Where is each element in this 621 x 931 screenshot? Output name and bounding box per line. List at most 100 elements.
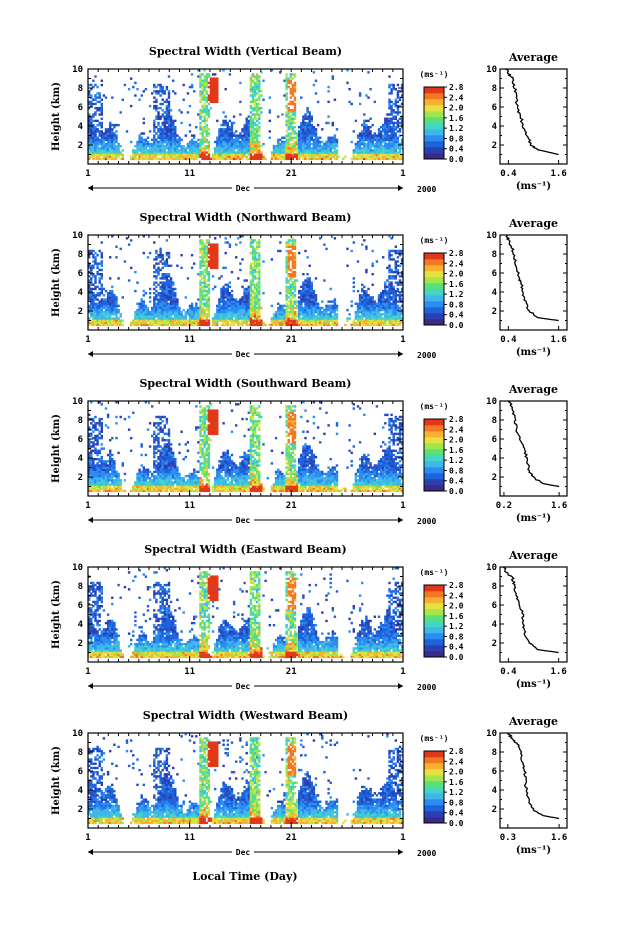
heatmap-cell	[256, 138, 259, 142]
heatmap-cell	[367, 315, 370, 318]
heatmap-cell	[148, 130, 152, 133]
heatmap-cell	[390, 136, 393, 139]
heatmap-cell	[153, 311, 156, 314]
heatmap-cell	[260, 155, 263, 158]
heatmap-cell	[94, 251, 97, 255]
heatmap-cell	[230, 121, 234, 125]
heatmap-cell	[205, 126, 208, 129]
heatmap-cell	[90, 96, 93, 99]
heatmap-cell	[287, 266, 290, 270]
heatmap-cell	[245, 279, 248, 282]
heatmap-cell	[165, 98, 169, 101]
heatmap-cell	[90, 283, 93, 286]
heatmap-cell	[182, 151, 185, 154]
heatmap-cell	[371, 300, 374, 303]
heatmap-cell	[176, 264, 179, 267]
heatmap-cell	[283, 145, 286, 148]
heatmap-cell	[228, 119, 232, 123]
heatmap-cell	[144, 145, 148, 148]
heatmap-cell	[241, 298, 244, 301]
heatmap-cell	[155, 104, 158, 108]
heatmap-cell	[243, 128, 246, 131]
heatmap-cell	[289, 119, 292, 123]
heatmap-cell	[245, 323, 248, 327]
heatmap-cell	[352, 241, 355, 244]
heatmap-cell	[358, 140, 362, 144]
heatmap-cell	[205, 132, 208, 135]
heatmap-cell	[327, 319, 330, 322]
heatmap-cell	[333, 157, 337, 161]
heatmap-cell	[88, 130, 91, 133]
heatmap-cell	[365, 300, 368, 303]
heatmap-cell	[106, 321, 110, 324]
heatmap-cell	[312, 147, 316, 150]
heatmap-cell	[243, 313, 246, 316]
heatmap-cell	[369, 315, 372, 318]
heatmap-cell	[314, 140, 318, 144]
heatmap-cell	[197, 151, 200, 154]
heatmap-cell	[102, 300, 106, 303]
heatmap-cell	[256, 81, 259, 85]
heatmap-cell	[253, 104, 257, 108]
heatmap-cell	[308, 277, 311, 280]
heatmap-cell	[203, 283, 206, 286]
heatmap-cell	[220, 313, 223, 316]
heatmap-cell	[300, 304, 303, 308]
heatmap-cell	[111, 321, 114, 324]
heatmap-cell	[92, 273, 95, 276]
heatmap-cell	[289, 88, 292, 91]
heatmap-cell	[155, 153, 158, 156]
heatmap-cell	[207, 275, 211, 278]
heatmap-cell	[220, 151, 223, 154]
heatmap-cell	[98, 140, 101, 144]
heatmap-cell	[197, 153, 200, 156]
heatmap-cell	[159, 107, 162, 110]
heatmap-cell	[371, 136, 374, 139]
heatmap-cell	[289, 292, 292, 295]
heatmap-cell	[396, 251, 400, 255]
heatmap-cell	[356, 153, 360, 156]
heatmap-cell	[398, 298, 402, 301]
heatmap-cell	[325, 247, 328, 251]
heatmap-cell	[205, 319, 208, 322]
heatmap-cell	[392, 319, 395, 322]
heatmap-cell	[155, 270, 158, 274]
heatmap-cell	[369, 136, 372, 139]
heatmap-cell	[363, 311, 366, 314]
heatmap-cell	[323, 321, 326, 324]
heatmap-cell	[199, 138, 202, 142]
heatmap-cell	[390, 237, 393, 240]
heatmap-cell	[226, 130, 229, 133]
heatmap-cell	[165, 126, 169, 129]
heatmap-cell	[138, 136, 141, 139]
heatmap-cell	[226, 155, 229, 158]
heatmap-cell	[172, 90, 175, 93]
heatmap-cell	[329, 311, 332, 314]
heatmap-cell	[285, 308, 288, 312]
heatmap-cell	[88, 132, 91, 135]
heatmap-cell	[136, 319, 139, 322]
heatmap-cell	[167, 317, 171, 320]
heatmap-cell	[161, 281, 164, 284]
heatmap-cell	[199, 121, 202, 125]
heatmap-cell	[388, 323, 391, 327]
heatmap-cell	[247, 121, 250, 125]
heatmap-cell	[300, 300, 303, 303]
heatmap-cell	[392, 121, 395, 125]
heatmap-cell	[390, 140, 393, 144]
heatmap-cell	[153, 119, 156, 123]
heatmap-cell	[224, 287, 227, 291]
heatmap-cell	[113, 321, 116, 324]
heatmap-cell	[308, 304, 311, 308]
heatmap-cell	[398, 142, 402, 146]
heatmap-cell	[216, 311, 219, 314]
heatmap-cell	[203, 275, 206, 278]
heatmap-cell	[333, 311, 337, 314]
heatmap-cell	[379, 130, 383, 133]
heatmap-cell	[117, 151, 120, 154]
heatmap-cell	[258, 128, 261, 131]
heatmap-cell	[291, 132, 295, 135]
heatmap-cell	[251, 279, 255, 282]
heatmap-cell	[361, 308, 364, 312]
heatmap-cell	[205, 151, 208, 154]
